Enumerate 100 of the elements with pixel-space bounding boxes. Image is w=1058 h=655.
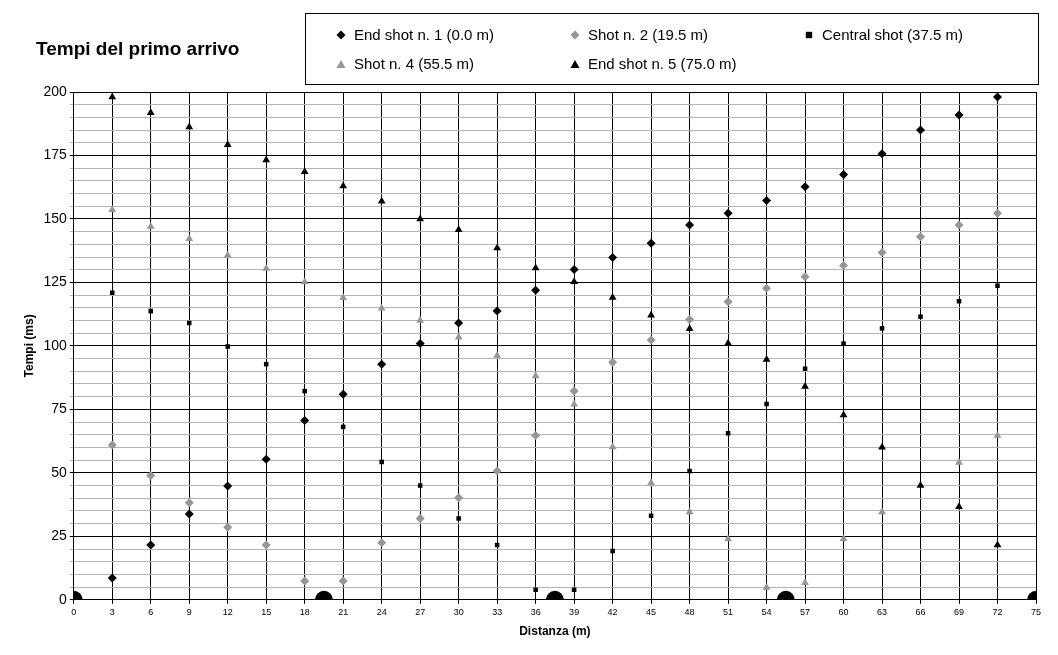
point: [801, 382, 809, 389]
y-tick-label: 50: [51, 463, 67, 480]
point: [687, 468, 692, 474]
point: [338, 576, 348, 586]
point: [184, 498, 194, 508]
point: [608, 357, 618, 367]
point: [531, 263, 540, 271]
x-tick-label: 72: [992, 606, 1003, 617]
y-tick-label: 25: [51, 527, 67, 544]
x-tick-label: 63: [877, 606, 888, 617]
x-tick-label: 51: [723, 606, 734, 617]
x-tick-label: 48: [684, 606, 695, 617]
point: [916, 232, 926, 242]
x-tick-label: 30: [453, 606, 464, 617]
point: [146, 540, 156, 550]
x-tick-label: 27: [415, 606, 426, 617]
x-tick-label: 24: [376, 606, 387, 617]
point: [339, 293, 348, 300]
legend-label: Shot n. 4 (55.5 m): [354, 55, 475, 72]
point: [415, 339, 425, 349]
point: [416, 316, 425, 323]
x-tick-label: 57: [800, 606, 811, 617]
point: [839, 410, 848, 418]
point: [533, 587, 538, 592]
point: [993, 431, 1002, 438]
x-tick-label: 12: [222, 606, 233, 617]
point: [802, 366, 808, 372]
point: [454, 493, 464, 503]
point: [492, 306, 502, 316]
point: [839, 170, 849, 180]
point: [877, 247, 887, 257]
point: [454, 225, 463, 233]
legend-label: Central shot (37.5 m): [822, 26, 963, 43]
point: [569, 386, 579, 396]
point: [300, 576, 310, 586]
point: [685, 507, 694, 515]
x-tick-label: 21: [338, 606, 349, 617]
point: [148, 308, 153, 314]
point: [338, 389, 348, 399]
point: [261, 540, 271, 550]
point: [531, 285, 541, 295]
point: [302, 388, 307, 394]
point: [223, 481, 233, 491]
point: [417, 483, 423, 488]
x-tick-label: 42: [607, 606, 618, 617]
point: [648, 513, 654, 519]
x-tick-label: 36: [530, 606, 541, 617]
point: [300, 416, 310, 426]
y-axis-title: Tempi (ms): [21, 314, 36, 378]
point: [571, 587, 577, 592]
legend-label: End shot n. 1 (0.0 m): [354, 26, 495, 43]
x-tick-label: 0: [71, 606, 77, 617]
point: [223, 250, 232, 258]
point: [762, 355, 771, 362]
point: [724, 338, 732, 346]
point: [261, 454, 271, 464]
point: [916, 125, 926, 135]
point: [879, 326, 885, 331]
point: [146, 470, 156, 480]
point: [377, 538, 387, 548]
point: [723, 297, 733, 307]
point: [569, 264, 579, 274]
point: [764, 401, 769, 407]
point: [570, 277, 579, 284]
point: [415, 514, 425, 524]
point: [146, 108, 155, 116]
point: [993, 208, 1003, 218]
point: [993, 92, 1003, 102]
y-tick-label: 150: [43, 209, 67, 226]
point: [570, 399, 579, 407]
point: [839, 260, 849, 270]
point: [841, 341, 846, 346]
x-tick-label: 45: [646, 606, 657, 617]
point: [954, 220, 964, 230]
point: [492, 466, 502, 476]
point: [685, 220, 695, 230]
point: [646, 335, 656, 345]
x-axis-title: Distanza (m): [519, 624, 591, 639]
point: [108, 205, 117, 213]
point: [725, 430, 731, 436]
point: [955, 457, 963, 465]
chart-title: Tempi del primo arrivo: [36, 38, 240, 60]
legend-label: Shot n. 2 (19.5 m): [588, 26, 709, 43]
point: [801, 578, 809, 586]
point: [610, 548, 615, 554]
point: [456, 516, 461, 521]
point: [685, 314, 695, 324]
point: [379, 459, 384, 465]
legend-label: End shot n. 5 (75.0 m): [588, 55, 737, 72]
point: [493, 351, 502, 358]
y-tick-label: 125: [43, 273, 67, 290]
point: [647, 478, 655, 485]
x-tick-label: 66: [915, 606, 926, 617]
point: [800, 182, 810, 192]
point: [608, 253, 618, 263]
point: [146, 222, 155, 229]
point: [109, 290, 115, 296]
point: [685, 324, 694, 331]
point: [646, 238, 656, 248]
x-tick-label: 69: [954, 606, 965, 617]
